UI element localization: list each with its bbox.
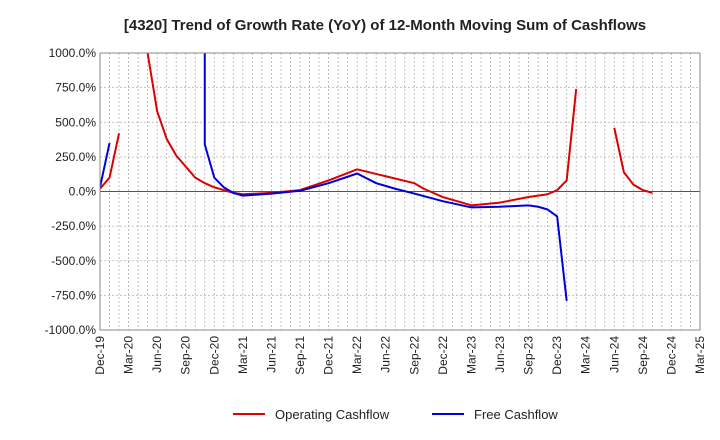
x-tick-label: Sep-20 <box>179 336 193 375</box>
x-tick-label: Jun-22 <box>379 336 393 373</box>
series-line-operating-cashflow <box>613 127 653 194</box>
y-axis: 1000.0% 750.0% 500.0% 250.0% 0.0% -250.0% -500… <box>45 46 97 337</box>
x-tick-label: Dec-24 <box>664 336 678 375</box>
x-axis: Dec-19 Mar-20 Jun-20 Sep-20 Dec-20 Mar-21 Jun-… <box>93 336 707 375</box>
x-tick-label: Sep-22 <box>407 336 421 375</box>
legend-label: Operating Cashflow <box>275 407 390 422</box>
grid <box>100 53 700 330</box>
x-tick-label: Jun-23 <box>493 336 507 373</box>
y-tick-label: 750.0% <box>55 81 96 95</box>
x-tick-label: Sep-24 <box>636 336 650 375</box>
x-tick-label: Mar-21 <box>236 336 250 374</box>
x-tick-label: Jun-20 <box>150 336 164 373</box>
y-tick-label: 250.0% <box>55 150 96 164</box>
legend: Operating Cashflow Free Cashflow <box>233 407 558 422</box>
plot-area-border <box>99 52 701 331</box>
y-tick-label: -1000.0% <box>45 323 97 337</box>
y-tick-label: 0.0% <box>69 185 97 199</box>
x-tick-label: Dec-22 <box>436 336 450 375</box>
x-tick-label: Jun-24 <box>607 336 621 373</box>
x-tick-label: Mar-25 <box>693 336 707 374</box>
x-tick-label: Mar-23 <box>464 336 478 374</box>
x-tick-label: Sep-23 <box>522 336 536 375</box>
y-tick-label: -500.0% <box>51 254 96 268</box>
series-line-operating-cashflow <box>100 133 121 190</box>
series-line-free-cashflow <box>100 142 111 188</box>
y-tick-label: 1000.0% <box>49 46 97 60</box>
x-tick-label: Jun-21 <box>264 336 278 373</box>
x-tick-label: Mar-24 <box>579 336 593 374</box>
y-tick-label: -750.0% <box>51 288 96 302</box>
y-tick-label: -250.0% <box>51 219 96 233</box>
x-tick-label: Dec-20 <box>207 336 221 375</box>
chart-title: [4320] Trend of Growth Rate (YoY) of 12-… <box>124 17 646 34</box>
x-tick-label: Sep-21 <box>293 336 307 375</box>
x-tick-label: Dec-23 <box>550 336 564 375</box>
series-line-free-cashflow <box>203 53 568 302</box>
x-tick-label: Dec-21 <box>322 336 336 375</box>
x-tick-label: Mar-22 <box>350 336 364 374</box>
legend-label: Free Cashflow <box>474 407 558 422</box>
series-line-operating-cashflow <box>146 53 578 207</box>
series-layer <box>100 53 653 302</box>
x-tick-label: Mar-20 <box>122 336 136 374</box>
y-tick-label: 500.0% <box>55 115 96 129</box>
x-tick-label: Dec-19 <box>93 336 107 375</box>
